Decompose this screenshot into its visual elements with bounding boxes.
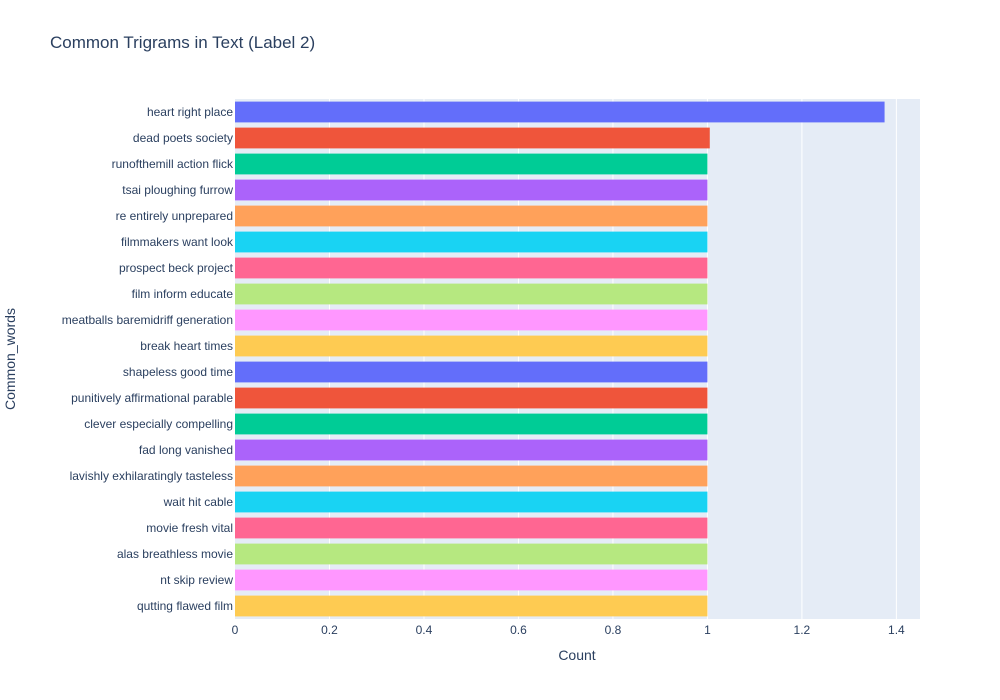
- y-axis-title: Common_words: [2, 308, 18, 410]
- bar[interactable]: [235, 543, 708, 565]
- bar[interactable]: [235, 465, 708, 487]
- y-tick-label: clever especially compelling: [84, 417, 233, 431]
- x-tick-label: 0: [232, 623, 239, 637]
- bar[interactable]: [235, 595, 708, 617]
- x-tick-labels: 0 0.2 0.4 0.6 0.8 1 1.2 1.4: [232, 623, 905, 637]
- y-tick-label: movie fresh vital: [146, 521, 233, 535]
- y-tick-label: runofthemill action flick: [112, 157, 234, 171]
- x-axis-title: Count: [558, 647, 595, 663]
- x-tick-label: 0.8: [605, 623, 622, 637]
- plot-area: [235, 99, 920, 619]
- y-tick-label: shapeless good time: [123, 365, 233, 379]
- bar[interactable]: [235, 569, 708, 591]
- bar[interactable]: [235, 283, 708, 305]
- y-tick-label: qutting flawed film: [137, 599, 233, 613]
- bar[interactable]: [235, 491, 708, 513]
- y-tick-label: fad long vanished: [139, 443, 233, 457]
- y-tick-label: meatballs baremidriff generation: [62, 313, 233, 327]
- y-tick-label: nt skip review: [160, 573, 233, 587]
- bar[interactable]: [235, 361, 708, 383]
- bar[interactable]: [235, 309, 708, 331]
- y-tick-label: alas breathless movie: [117, 547, 233, 561]
- x-tick-label: 0.6: [510, 623, 527, 637]
- bars: [235, 101, 885, 617]
- bar[interactable]: [235, 101, 885, 123]
- bar[interactable]: [235, 387, 708, 409]
- y-tick-label: dead poets society: [133, 131, 233, 145]
- y-tick-labels: heart right place dead poets society runof…: [62, 105, 234, 613]
- y-tick-label: tsai ploughing furrow: [122, 183, 233, 197]
- y-tick-label: punitively affirmational parable: [71, 391, 233, 405]
- y-tick-label: lavishly exhilaratingly tasteless: [70, 469, 233, 483]
- x-tick-label: 1.2: [794, 623, 811, 637]
- y-tick-label: film inform educate: [132, 287, 234, 301]
- x-tick-label: 1.4: [888, 623, 905, 637]
- bar[interactable]: [235, 257, 708, 279]
- x-tick-label: 1: [704, 623, 711, 637]
- bar[interactable]: [235, 153, 708, 175]
- y-tick-label: prospect beck project: [119, 261, 234, 275]
- bar[interactable]: [235, 127, 710, 149]
- bar[interactable]: [235, 413, 708, 435]
- bar[interactable]: [235, 335, 708, 357]
- x-tick-label: 0.2: [321, 623, 338, 637]
- y-tick-label: wait hit cable: [163, 495, 234, 509]
- bar[interactable]: [235, 205, 708, 227]
- y-tick-label: heart right place: [147, 105, 233, 119]
- bar[interactable]: [235, 439, 708, 461]
- y-tick-label: break heart times: [140, 339, 233, 353]
- bar[interactable]: [235, 231, 708, 253]
- y-tick-label: filmmakers want look: [121, 235, 234, 249]
- chart-title: Common Trigrams in Text (Label 2): [50, 33, 316, 52]
- x-tick-label: 0.4: [416, 623, 433, 637]
- bar[interactable]: [235, 179, 708, 201]
- y-tick-label: re entirely unprepared: [116, 209, 233, 223]
- bar[interactable]: [235, 517, 708, 539]
